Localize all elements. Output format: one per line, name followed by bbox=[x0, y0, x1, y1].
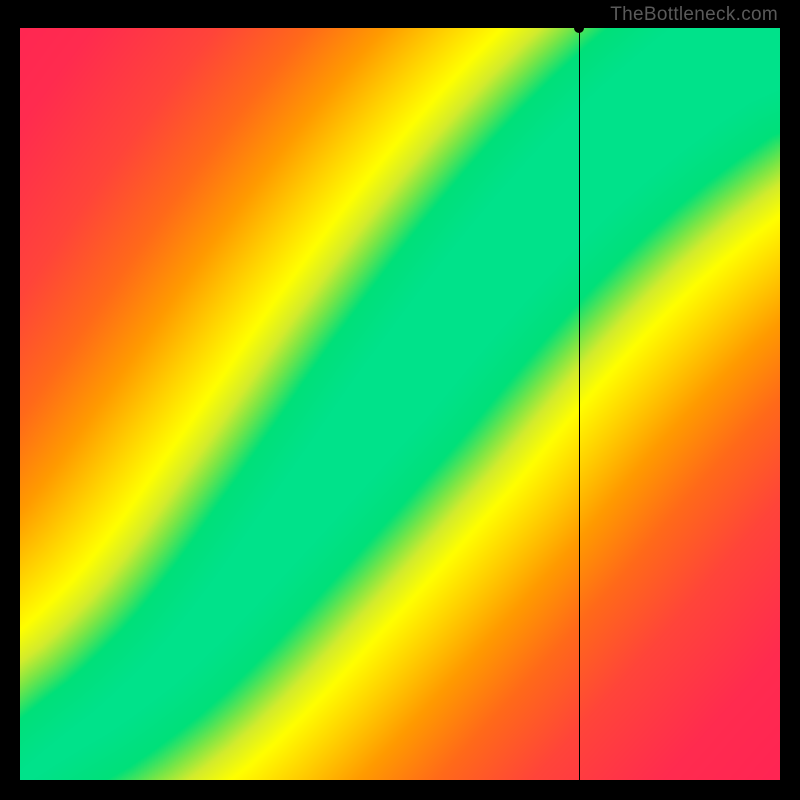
reference-marker-dot bbox=[574, 23, 584, 33]
vertical-reference-line bbox=[579, 28, 580, 780]
heatmap-plot bbox=[20, 28, 780, 780]
heatmap-canvas bbox=[20, 28, 780, 780]
watermark-text: TheBottleneck.com bbox=[610, 4, 778, 26]
